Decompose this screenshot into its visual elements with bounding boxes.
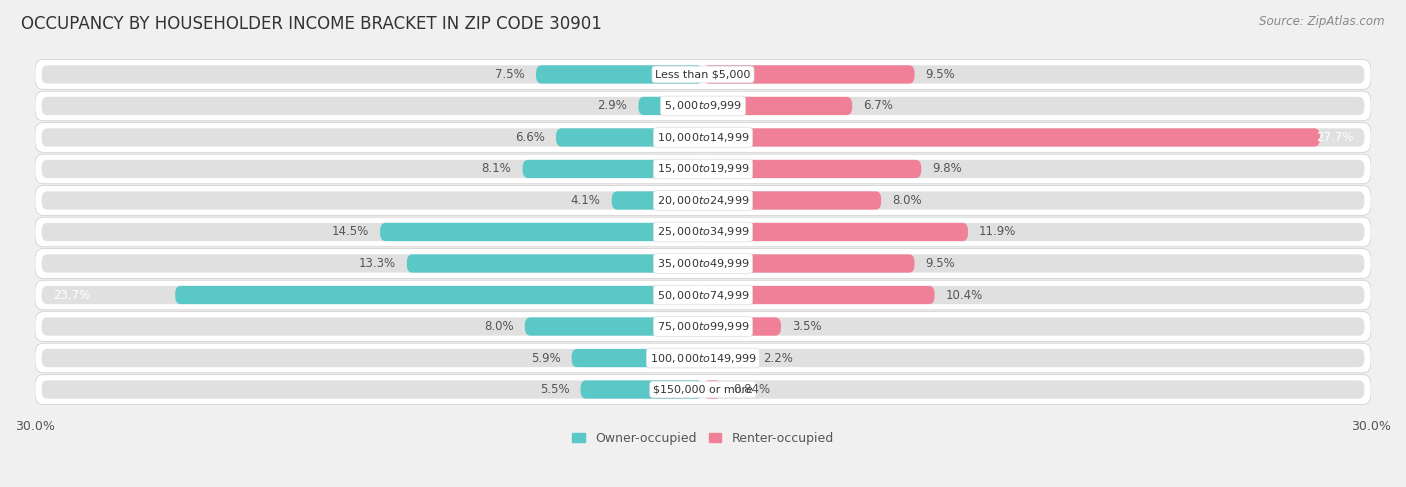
Text: $75,000 to $99,999: $75,000 to $99,999 (657, 320, 749, 333)
Text: $50,000 to $74,999: $50,000 to $74,999 (657, 288, 749, 301)
FancyBboxPatch shape (581, 380, 703, 399)
FancyBboxPatch shape (35, 312, 1371, 341)
Text: 4.1%: 4.1% (571, 194, 600, 207)
FancyBboxPatch shape (42, 97, 703, 115)
Text: 10.4%: 10.4% (946, 288, 983, 301)
Text: 8.1%: 8.1% (482, 163, 512, 175)
FancyBboxPatch shape (703, 97, 1364, 115)
Text: 2.2%: 2.2% (763, 352, 793, 365)
Text: 8.0%: 8.0% (893, 194, 922, 207)
FancyBboxPatch shape (703, 97, 852, 115)
FancyBboxPatch shape (42, 191, 703, 209)
Text: 2.9%: 2.9% (598, 99, 627, 112)
Text: $20,000 to $24,999: $20,000 to $24,999 (657, 194, 749, 207)
FancyBboxPatch shape (703, 349, 1364, 367)
FancyBboxPatch shape (703, 191, 882, 209)
FancyBboxPatch shape (42, 223, 703, 241)
Text: 7.5%: 7.5% (495, 68, 524, 81)
FancyBboxPatch shape (703, 318, 780, 336)
Text: 9.5%: 9.5% (925, 68, 956, 81)
FancyBboxPatch shape (703, 65, 914, 84)
Text: $25,000 to $34,999: $25,000 to $34,999 (657, 225, 749, 239)
FancyBboxPatch shape (35, 186, 1371, 215)
FancyBboxPatch shape (42, 349, 703, 367)
FancyBboxPatch shape (42, 318, 703, 336)
Text: 13.3%: 13.3% (359, 257, 395, 270)
Text: 5.5%: 5.5% (540, 383, 569, 396)
FancyBboxPatch shape (703, 128, 1364, 147)
Text: $5,000 to $9,999: $5,000 to $9,999 (664, 99, 742, 112)
FancyBboxPatch shape (703, 128, 1320, 147)
FancyBboxPatch shape (703, 318, 1364, 336)
Text: Less than $5,000: Less than $5,000 (655, 70, 751, 79)
FancyBboxPatch shape (380, 223, 703, 241)
FancyBboxPatch shape (555, 128, 703, 147)
FancyBboxPatch shape (703, 160, 921, 178)
Text: 27.7%: 27.7% (1316, 131, 1353, 144)
Text: 6.6%: 6.6% (515, 131, 546, 144)
FancyBboxPatch shape (612, 191, 703, 209)
FancyBboxPatch shape (42, 160, 703, 178)
FancyBboxPatch shape (176, 286, 703, 304)
FancyBboxPatch shape (703, 349, 752, 367)
Text: 9.5%: 9.5% (925, 257, 956, 270)
FancyBboxPatch shape (35, 375, 1371, 404)
FancyBboxPatch shape (42, 128, 703, 147)
Text: Source: ZipAtlas.com: Source: ZipAtlas.com (1260, 15, 1385, 28)
FancyBboxPatch shape (35, 217, 1371, 247)
Legend: Owner-occupied, Renter-occupied: Owner-occupied, Renter-occupied (568, 427, 838, 450)
FancyBboxPatch shape (406, 254, 703, 273)
FancyBboxPatch shape (35, 123, 1371, 152)
Text: 5.9%: 5.9% (530, 352, 561, 365)
FancyBboxPatch shape (703, 223, 1364, 241)
FancyBboxPatch shape (703, 191, 1364, 209)
Text: 23.7%: 23.7% (53, 288, 90, 301)
Text: 9.8%: 9.8% (932, 163, 962, 175)
FancyBboxPatch shape (35, 59, 1371, 89)
FancyBboxPatch shape (572, 349, 703, 367)
Text: 3.5%: 3.5% (792, 320, 821, 333)
FancyBboxPatch shape (703, 380, 721, 399)
Text: 0.84%: 0.84% (733, 383, 770, 396)
FancyBboxPatch shape (703, 286, 935, 304)
Text: 11.9%: 11.9% (979, 225, 1017, 239)
FancyBboxPatch shape (42, 254, 703, 273)
FancyBboxPatch shape (703, 160, 1364, 178)
Text: 6.7%: 6.7% (863, 99, 893, 112)
FancyBboxPatch shape (703, 254, 1364, 273)
FancyBboxPatch shape (35, 280, 1371, 310)
FancyBboxPatch shape (35, 154, 1371, 184)
FancyBboxPatch shape (35, 343, 1371, 373)
FancyBboxPatch shape (703, 223, 967, 241)
Text: 8.0%: 8.0% (484, 320, 513, 333)
Text: $10,000 to $14,999: $10,000 to $14,999 (657, 131, 749, 144)
Text: 14.5%: 14.5% (332, 225, 368, 239)
FancyBboxPatch shape (703, 65, 1364, 84)
FancyBboxPatch shape (524, 318, 703, 336)
FancyBboxPatch shape (42, 286, 703, 304)
FancyBboxPatch shape (703, 380, 1364, 399)
Text: $100,000 to $149,999: $100,000 to $149,999 (650, 352, 756, 365)
FancyBboxPatch shape (35, 249, 1371, 278)
FancyBboxPatch shape (523, 160, 703, 178)
Text: OCCUPANCY BY HOUSEHOLDER INCOME BRACKET IN ZIP CODE 30901: OCCUPANCY BY HOUSEHOLDER INCOME BRACKET … (21, 15, 602, 33)
FancyBboxPatch shape (703, 254, 914, 273)
FancyBboxPatch shape (42, 380, 703, 399)
FancyBboxPatch shape (536, 65, 703, 84)
FancyBboxPatch shape (638, 97, 703, 115)
Text: $15,000 to $19,999: $15,000 to $19,999 (657, 163, 749, 175)
Text: $35,000 to $49,999: $35,000 to $49,999 (657, 257, 749, 270)
FancyBboxPatch shape (35, 91, 1371, 121)
FancyBboxPatch shape (703, 286, 1364, 304)
FancyBboxPatch shape (42, 65, 703, 84)
Text: $150,000 or more: $150,000 or more (654, 385, 752, 394)
